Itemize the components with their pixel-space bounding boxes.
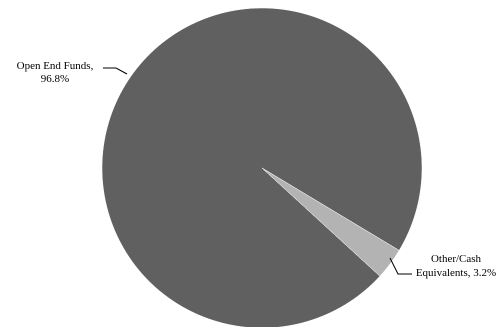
pie-slice-other-cash-equivalents: [261, 167, 400, 277]
slice-label-open-end-funds-line2: 96.8%: [41, 73, 69, 85]
pie-slices: [101, 7, 423, 327]
slice-label-open-end-funds-line1: Open End Funds,: [17, 60, 94, 72]
slice-label-other-cash-line1: Other/Cash: [431, 253, 482, 265]
leader-line-other-cash: [389, 257, 412, 275]
slice-label-other-cash-line2: Equivalents, 3.2%: [416, 267, 496, 279]
pie-slice-open-end-funds: [101, 7, 423, 327]
leader-line-open-end-funds: [103, 67, 128, 75]
